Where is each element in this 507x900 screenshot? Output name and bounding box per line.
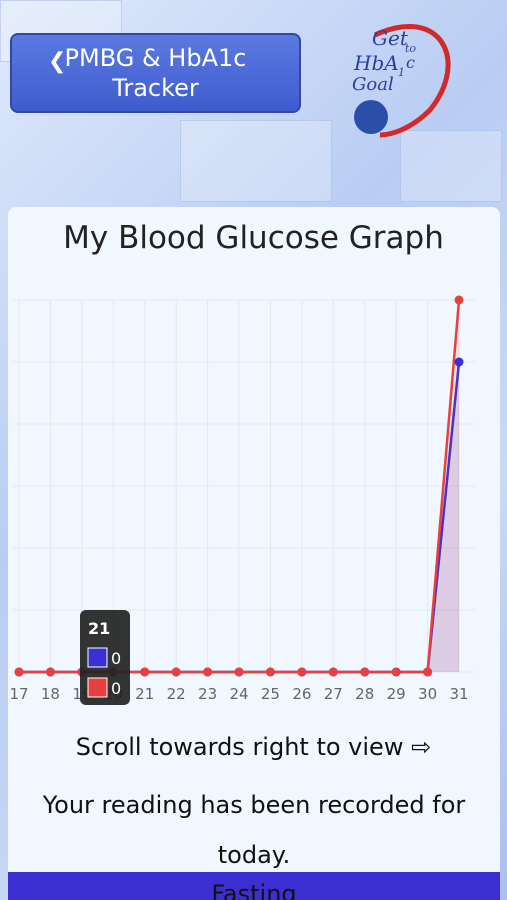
logo-text: 1 xyxy=(398,66,405,79)
x-tick-label: 29 xyxy=(387,685,406,703)
chart-title: My Blood Glucose Graph xyxy=(63,220,444,256)
scroll-hint: Scroll towards right to view ⇨ xyxy=(75,733,432,761)
x-tick-label: 25 xyxy=(261,685,280,703)
data-point xyxy=(171,667,181,677)
x-tick-label: 27 xyxy=(324,685,343,703)
x-tick-label: 21 xyxy=(135,685,154,703)
data-point xyxy=(391,667,401,677)
x-tick-label: 18 xyxy=(41,685,60,703)
bg-tile xyxy=(400,130,502,202)
status-message: Your reading has been recorded for today… xyxy=(42,791,466,869)
x-tick-label: 24 xyxy=(229,685,248,703)
tooltip-swatch xyxy=(87,677,108,698)
tooltip-title: 21 xyxy=(88,619,110,638)
x-tick-label: 17 xyxy=(9,685,28,703)
logo: Get to HbA 1 c Goal xyxy=(352,23,451,138)
x-tick-label: 26 xyxy=(292,685,311,703)
logo-globe xyxy=(354,100,388,134)
logo-text: Goal xyxy=(352,74,394,95)
back-button[interactable]: ❮ PMBG & HbA1c Tracker xyxy=(10,33,301,113)
bg-tile xyxy=(180,120,332,202)
data-point xyxy=(454,357,464,367)
data-point xyxy=(14,667,24,677)
logo-text: HbA xyxy=(353,51,399,75)
data-point xyxy=(45,667,55,677)
data-point xyxy=(140,667,150,677)
data-point xyxy=(454,295,464,305)
logo-swoosh xyxy=(373,23,451,138)
data-point xyxy=(203,667,213,677)
tooltip-swatch xyxy=(87,647,108,668)
data-point xyxy=(234,667,244,677)
logo-text: c xyxy=(406,53,415,72)
back-button-label: PMBG & HbA1c Tracker xyxy=(64,44,247,102)
x-tick-label: 28 xyxy=(355,685,374,703)
logo-text: Get xyxy=(372,26,409,50)
data-point xyxy=(328,667,338,677)
chart: 1718192021222324252627282930312100 xyxy=(9,295,475,705)
scroll-hint-text: Scroll towards right to view xyxy=(75,733,404,761)
card xyxy=(8,207,500,900)
x-tick-label: 23 xyxy=(198,685,217,703)
x-tick-label: 22 xyxy=(167,685,186,703)
x-tick-label: 31 xyxy=(449,685,468,703)
data-point xyxy=(265,667,275,677)
data-point xyxy=(297,667,307,677)
x-tick-label: 30 xyxy=(418,685,437,703)
logo-text: to xyxy=(405,42,416,55)
data-point xyxy=(360,667,370,677)
tooltip-value: 0 xyxy=(111,649,121,668)
tab-bar[interactable]: Fasting xyxy=(8,872,500,900)
tooltip-value: 0 xyxy=(111,679,121,698)
data-point xyxy=(423,667,433,677)
